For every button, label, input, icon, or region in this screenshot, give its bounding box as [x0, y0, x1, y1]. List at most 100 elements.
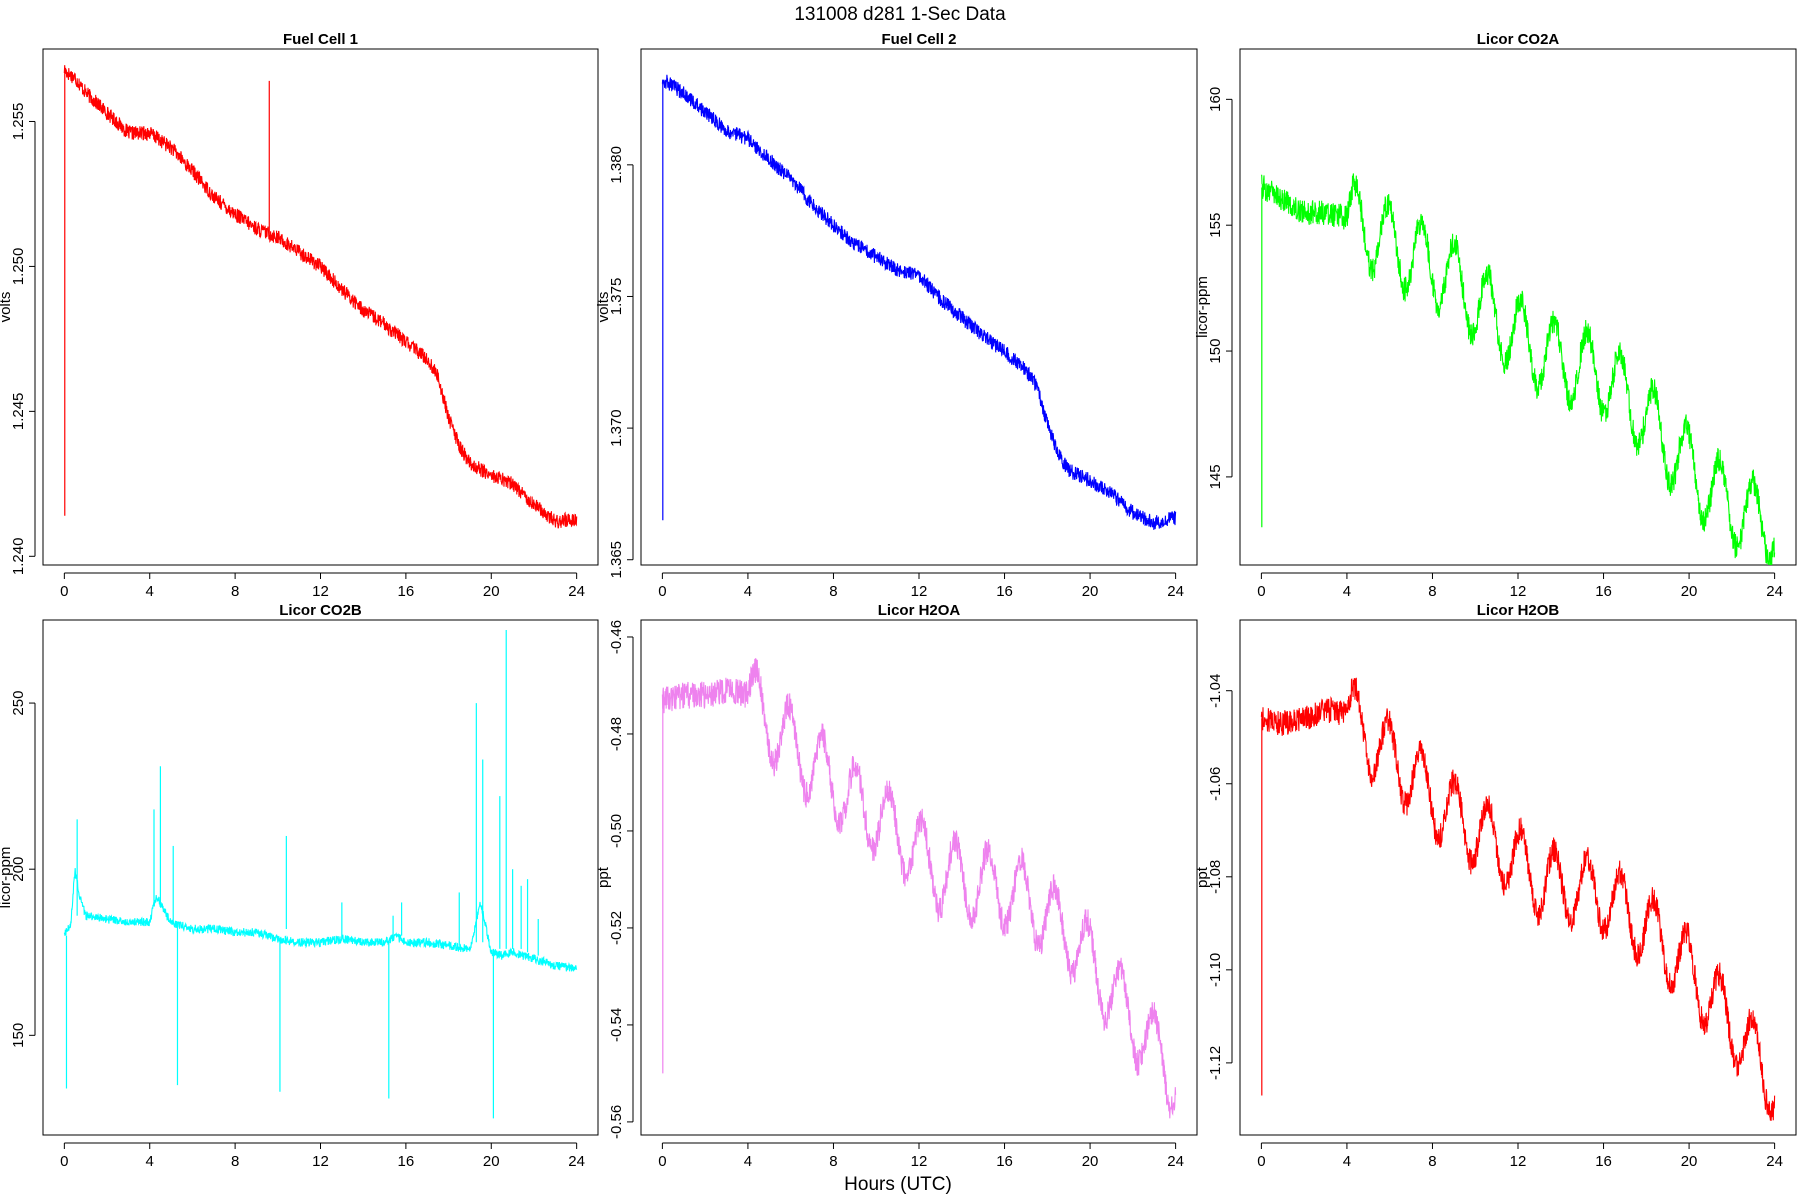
- panel-title: Licor CO2A: [1477, 31, 1560, 48]
- panel-title: Licor H2OA: [878, 602, 961, 619]
- x-tick-label: 12: [1510, 1153, 1527, 1170]
- chart-panel-4: Licor CO2B licor-ppm 0 4 8 12 16 20 24 150 200 250: [0, 602, 599, 1170]
- series-line: [661, 658, 1177, 1119]
- y-tick-label: 1.370: [608, 409, 625, 447]
- y-axis-label: ppt: [1194, 866, 1211, 888]
- panels: Fuel Cell 1 volts 0 4 8 12 16 20 24 1.240 1.245 1.2…: [0, 31, 1797, 1170]
- plot-frame: [640, 48, 1198, 566]
- x-tick-label: 24: [1167, 1153, 1184, 1170]
- x-tick-label: 0: [60, 583, 68, 600]
- x-tick-label: 20: [1681, 583, 1698, 600]
- y-tick-label: 200: [10, 857, 27, 882]
- x-tick-label: 4: [146, 583, 154, 600]
- x-tick-label: 4: [744, 583, 752, 600]
- series-line: [661, 74, 1177, 530]
- x-tick-label: 20: [483, 583, 500, 600]
- plot-frame: [42, 48, 599, 566]
- series-line: [1260, 677, 1776, 1121]
- y-tick-label: -1.12: [1207, 1046, 1224, 1080]
- series-line: [1260, 173, 1776, 565]
- y-tick-label: 1.365: [608, 541, 625, 579]
- x-tick-label: 12: [911, 583, 928, 600]
- y-tick-label: -1.06: [1207, 767, 1224, 801]
- x-tick-label: 16: [398, 583, 415, 600]
- y-tick-label: -0.56: [608, 1105, 625, 1139]
- x-tick-label: 0: [658, 583, 666, 600]
- x-tick-label: 16: [398, 1153, 415, 1170]
- y-axis-label: volts: [0, 292, 14, 323]
- y-tick-label: 145: [1207, 464, 1224, 489]
- chart-panel-5: Licor H2OA ppt 0 4 8 12 16 20 24 -0.56 -0.54 -0.52 -…: [595, 602, 1198, 1170]
- y-tick-label: 160: [1207, 87, 1224, 112]
- y-tick-label: 1.245: [10, 393, 27, 431]
- x-tick-label: 8: [829, 1153, 837, 1170]
- plot-frame: [42, 619, 599, 1136]
- y-tick-label: -1.04: [1207, 674, 1224, 708]
- x-tick-label: 20: [1082, 583, 1099, 600]
- y-tick-label: -1.08: [1207, 860, 1224, 894]
- x-tick-label: 8: [1428, 583, 1436, 600]
- plot-frame: [1239, 619, 1797, 1136]
- series-line: [63, 868, 578, 972]
- x-tick-label: 16: [996, 583, 1013, 600]
- x-tick-label: 0: [60, 1153, 68, 1170]
- x-tick-label: 12: [911, 1153, 928, 1170]
- y-tick-label: 150: [1207, 339, 1224, 364]
- y-tick-label: 1.375: [608, 278, 625, 316]
- x-tick-label: 4: [1343, 1153, 1351, 1170]
- plot-frame: [640, 619, 1198, 1136]
- x-tick-label: 16: [1595, 583, 1612, 600]
- figure-title: 131008 d281 1-Sec Data: [794, 4, 1006, 25]
- y-tick-label: -0.54: [608, 1008, 625, 1042]
- chart-panel-2: Fuel Cell 2 volts 0 4 8 12 16 20 24 1.365 1.370 1.3…: [595, 31, 1198, 600]
- x-tick-label: 0: [658, 1153, 666, 1170]
- x-tick-label: 16: [1595, 1153, 1612, 1170]
- y-tick-label: -0.48: [608, 717, 625, 751]
- x-tick-label: 24: [1766, 1153, 1783, 1170]
- x-tick-label: 24: [1766, 583, 1783, 600]
- x-tick-label: 8: [231, 1153, 239, 1170]
- x-tick-label: 8: [231, 583, 239, 600]
- panel-title: Fuel Cell 1: [283, 31, 358, 48]
- x-tick-label: 8: [829, 583, 837, 600]
- y-axis-label: ppt: [595, 866, 612, 888]
- plot-frame: [1239, 48, 1797, 566]
- figure-xlabel: Hours (UTC): [844, 1174, 952, 1195]
- chart-panel-1: Fuel Cell 1 volts 0 4 8 12 16 20 24 1.240 1.245 1.2…: [0, 31, 599, 600]
- x-tick-label: 12: [312, 1153, 329, 1170]
- y-axis-label: licor-ppm: [1194, 276, 1211, 338]
- x-tick-label: 16: [996, 1153, 1013, 1170]
- panel-title: Licor H2OB: [1477, 602, 1560, 619]
- y-tick-label: 250: [10, 691, 27, 716]
- y-tick-label: 1.380: [608, 146, 625, 184]
- x-tick-label: 20: [1681, 1153, 1698, 1170]
- x-tick-label: 24: [1167, 583, 1184, 600]
- x-tick-label: 24: [568, 583, 585, 600]
- chart-panel-6: Licor H2OB ppt 0 4 8 12 16 20 24 -1.12 -1.10 -1.08 -…: [1194, 602, 1797, 1170]
- chart-panel-3: Licor CO2A licor-ppm 0 4 8 12 16 20 24 145 150 155 1…: [1194, 31, 1797, 600]
- x-tick-label: 4: [1343, 583, 1351, 600]
- series-line: [63, 65, 578, 529]
- x-tick-label: 20: [1082, 1153, 1099, 1170]
- x-tick-label: 12: [312, 583, 329, 600]
- x-tick-label: 20: [483, 1153, 500, 1170]
- x-tick-label: 12: [1510, 583, 1527, 600]
- x-tick-label: 24: [568, 1153, 585, 1170]
- y-tick-label: 150: [10, 1023, 27, 1048]
- y-axis-label: volts: [595, 292, 612, 323]
- y-tick-label: 1.250: [10, 248, 27, 286]
- x-tick-label: 0: [1257, 1153, 1265, 1170]
- panel-title: Licor CO2B: [279, 602, 362, 619]
- y-tick-label: -0.46: [608, 620, 625, 654]
- y-tick-label: -0.50: [608, 814, 625, 848]
- y-tick-label: 1.255: [10, 103, 27, 141]
- y-tick-label: 1.240: [10, 538, 27, 576]
- x-tick-label: 4: [744, 1153, 752, 1170]
- x-tick-label: 0: [1257, 583, 1265, 600]
- y-axis-label: licor-ppm: [0, 847, 14, 909]
- y-tick-label: -1.10: [1207, 953, 1224, 987]
- x-tick-label: 4: [146, 1153, 154, 1170]
- x-tick-label: 8: [1428, 1153, 1436, 1170]
